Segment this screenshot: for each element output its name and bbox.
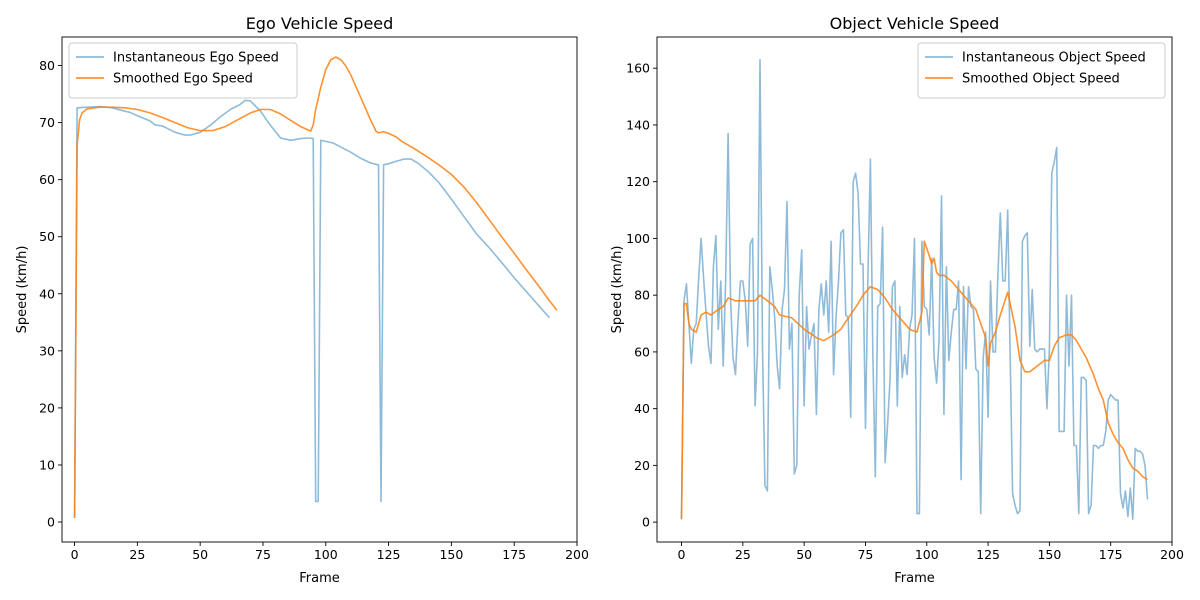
legend-label: Instantaneous Ego Speed xyxy=(113,51,279,66)
series-line-instantaneous xyxy=(73,99,550,519)
x-axis-label: Frame xyxy=(299,571,340,586)
legend-label: Smoothed Object Speed xyxy=(962,72,1120,87)
y-tick-label: 40 xyxy=(39,286,55,301)
chart-title: Ego Vehicle Speed xyxy=(246,14,394,33)
legend-box xyxy=(917,42,1166,99)
y-tick-label: 50 xyxy=(39,229,55,244)
y-axis-label: Speed (km/h) xyxy=(15,246,30,334)
x-tick-label: 50 xyxy=(796,547,812,562)
x-tick-label: 150 xyxy=(1037,547,1061,562)
series-line-instantaneous xyxy=(680,58,1149,521)
x-tick-label: 200 xyxy=(565,547,589,562)
y-tick-label: 0 xyxy=(47,515,55,530)
x-tick-label: 25 xyxy=(735,547,751,562)
y-tick-label: 20 xyxy=(39,400,55,415)
y-tick-label: 60 xyxy=(39,172,55,187)
x-tick-label: 100 xyxy=(314,547,338,562)
x-tick-label: 0 xyxy=(678,547,686,562)
x-tick-label: 50 xyxy=(192,547,208,562)
legend: Instantaneous Object Speed Smoothed Objec… xyxy=(917,42,1166,99)
x-axis-label: Frame xyxy=(894,571,935,586)
x-tick-label: 25 xyxy=(129,547,145,562)
y-tick-label: 140 xyxy=(626,117,650,132)
y-tick-label: 20 xyxy=(634,458,650,473)
series-group xyxy=(680,58,1149,521)
chart-title: Object Vehicle Speed xyxy=(830,14,1000,33)
y-tick-label: 0 xyxy=(642,515,650,530)
series-line-smoothed xyxy=(680,240,1148,520)
series-line-smoothed xyxy=(73,56,558,519)
axes-frame xyxy=(656,36,1173,543)
legend-label: Instantaneous Object Speed xyxy=(962,51,1146,66)
y-tick-label: 40 xyxy=(634,401,650,416)
axes-frame xyxy=(61,36,578,543)
x-tick-label: 100 xyxy=(915,547,939,562)
y-tick-label: 80 xyxy=(39,58,55,73)
y-tick-label: 30 xyxy=(39,343,55,358)
ego-speed-chart: Ego Vehicle Speed Frame Speed (km/h) 0 25… xyxy=(15,14,589,586)
y-tick-label: 160 xyxy=(626,61,650,76)
x-tick-label: 150 xyxy=(439,547,463,562)
legend-box xyxy=(68,42,298,99)
y-tick-label: 10 xyxy=(39,457,55,472)
x-tick-label: 125 xyxy=(976,547,1000,562)
legend-label: Smoothed Ego Speed xyxy=(113,72,253,87)
y-tick-label: 70 xyxy=(39,115,55,130)
legend: Instantaneous Ego Speed Smoothed Ego Spee… xyxy=(68,42,298,99)
x-tick-label: 175 xyxy=(502,547,526,562)
x-tick-label: 175 xyxy=(1099,547,1123,562)
y-tick-label: 80 xyxy=(634,288,650,303)
series-group xyxy=(73,56,558,519)
object-speed-chart: Object Vehicle Speed Frame Speed (km/h) … xyxy=(610,14,1184,586)
y-tick-label: 100 xyxy=(626,231,650,246)
x-tick-label: 0 xyxy=(71,547,79,562)
x-tick-label: 75 xyxy=(857,547,873,562)
x-tick-label: 75 xyxy=(255,547,271,562)
x-tick-label: 125 xyxy=(377,547,401,562)
x-tick-label: 200 xyxy=(1160,547,1184,562)
y-tick-label: 60 xyxy=(634,344,650,359)
y-axis-label: Speed (km/h) xyxy=(610,246,625,334)
y-tick-label: 120 xyxy=(626,174,650,189)
